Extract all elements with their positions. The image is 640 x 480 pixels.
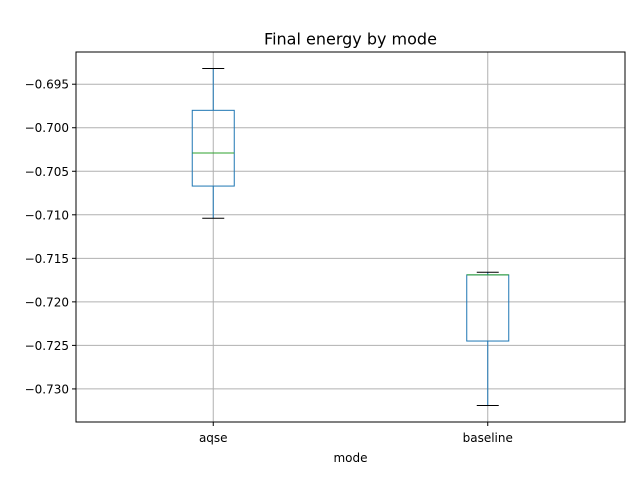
y-tick-label: −0.695 [25, 78, 69, 92]
x-tick-label: baseline [463, 431, 513, 445]
axes-frame [75, 51, 626, 423]
y-tick-label: −0.720 [25, 295, 69, 309]
y-tick-label: −0.725 [25, 339, 69, 353]
chart-title: Final energy by mode [264, 30, 437, 49]
x-axis: aqse baseline [199, 422, 513, 445]
x-tick-label: aqse [199, 431, 228, 445]
y-tick-label: −0.700 [25, 121, 69, 135]
y-tick-label: −0.730 [25, 382, 69, 396]
y-tick-label: −0.710 [25, 208, 69, 222]
y-tick-label: −0.705 [25, 165, 69, 179]
box-plot [191, 68, 510, 406]
iqr-box [191, 109, 235, 187]
x-axis-label: mode [333, 451, 367, 465]
box-baseline [466, 271, 510, 406]
y-tick-label: −0.715 [25, 252, 69, 266]
y-axis: −0.695 −0.700 −0.705 −0.710 −0.715 −0.720 −0.7… [25, 78, 76, 396]
box-aqse [191, 68, 235, 219]
